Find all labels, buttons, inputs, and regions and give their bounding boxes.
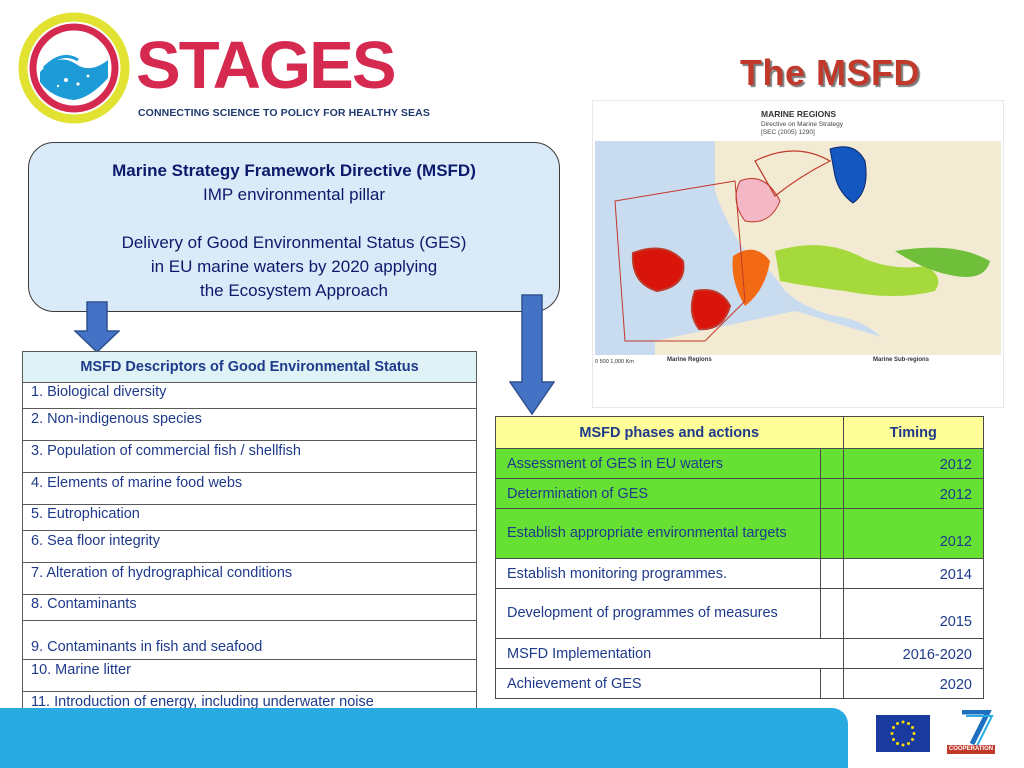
phase-action: Establish monitoring programmes. [495,558,821,589]
descriptor-row: 8. Contaminants [22,594,477,621]
descriptor-row: 9. Contaminants in fish and seafood [22,620,477,660]
europe-map-image [595,141,1001,355]
map-legend-subregions: Marine Sub-regions [873,357,930,363]
phase-row: Establish appropriate environmental targ… [495,508,984,559]
phase-row: Achievement of GES 2020 [495,668,984,699]
phases-header-timing: Timing [842,416,984,449]
phase-row: Assessment of GES in EU waters 2012 [495,448,984,479]
logo-ring-icon [18,12,130,124]
callout-line: Delivery of Good Environmental Status (G… [121,233,467,252]
slide-title: The MSFD [740,52,920,93]
descriptor-row: 4. Elements of marine food webs [22,472,477,505]
phase-action: Achievement of GES [495,668,821,699]
phase-timing: 2012 [842,478,984,509]
map-subtitle: Directive on Marine Strategy [SEC (2005)… [761,121,843,137]
phase-row: MSFD Implementation 2016-2020 [495,638,984,669]
marine-regions-map: MARINE REGIONS Directive on Marine Strat… [592,100,1004,408]
map-legend-regions: Marine Regions [667,357,712,363]
callout-line: the Ecosystem Approach [199,281,389,300]
phase-action: Establish appropriate environmental targ… [495,508,821,559]
descriptor-row: 6. Sea floor integrity [22,530,477,563]
map-subtitle-line: Directive on Marine Strategy [761,121,844,128]
callout-line: IMP environmental pillar [202,185,386,204]
phase-action: Assessment of GES in EU waters [495,448,821,479]
callout-heading: Marine Strategy Framework Directive (MSF… [112,161,476,180]
descriptor-row: 7. Alteration of hydrographical conditio… [22,562,477,595]
descriptor-row: 10. Marine litter [22,659,477,692]
map-scale: 0 500 1,000 Km [595,359,634,365]
map-title: MARINE REGIONS [761,109,837,119]
phases-table: MSFD phases and actions Timing Assessmen… [495,416,984,699]
phase-row: Determination of GES 2012 [495,478,984,509]
footer-band [0,708,848,768]
descriptor-row: 5. Eutrophication [22,504,477,531]
phase-action: Development of programmes of measures [495,588,821,639]
logo-tagline: CONNECTING SCIENCE TO POLICY FOR HEALTHY… [138,107,430,119]
phase-timing: 2012 [842,448,984,479]
phase-timing: 2015 [842,588,984,639]
descriptor-row: 3. Population of commercial fish / shell… [22,440,477,473]
phase-timing: 2020 [842,668,984,699]
callout-line: in EU marine waters by 2020 applying [150,257,438,276]
msfd-callout: Marine Strategy Framework Directive (MSF… [28,142,560,312]
phase-timing: 2016-2020 [842,638,984,669]
phase-row: Establish monitoring programmes. 2014 [495,558,984,589]
fp7-logo-icon [962,710,994,749]
phase-row: Development of programmes of measures 20… [495,588,984,639]
phase-action: Determination of GES [495,478,821,509]
descriptors-table: MSFD Descriptors of Good Environmental S… [22,351,477,724]
phase-action: MSFD Implementation [495,638,844,669]
stages-logo: STAGES CONNECTING SCIENCE TO POLICY FOR … [18,12,430,124]
eu-flag-icon [876,715,930,752]
down-arrow-icon [74,301,120,353]
phase-timing: 2014 [842,558,984,589]
map-subtitle-line: [SEC (2005) 1290] [761,129,815,136]
down-arrow-icon [509,294,555,416]
phases-header-action: MSFD phases and actions [495,416,844,449]
descriptors-header: MSFD Descriptors of Good Environmental S… [22,351,477,383]
descriptor-row: 1. Biological diversity [22,382,477,409]
logo-wordmark: STAGES [136,28,397,103]
descriptor-row: 2. Non-indigenous species [22,408,477,441]
phase-timing: 2012 [842,508,984,559]
fp7-label: COOPERATION [947,745,995,754]
